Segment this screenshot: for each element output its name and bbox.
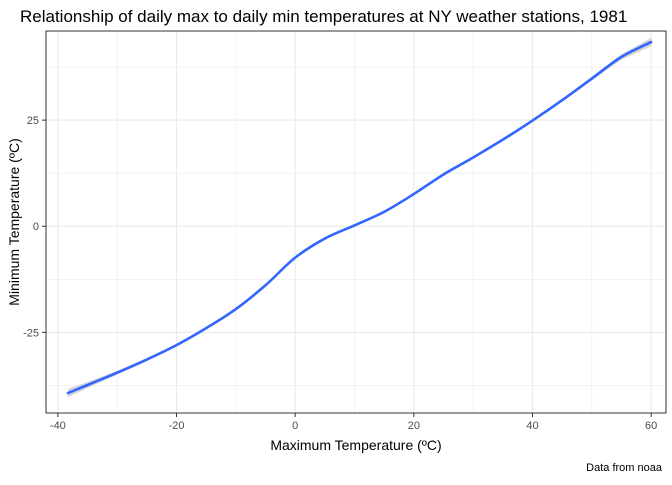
y-tick-label: 0 [33, 221, 39, 233]
x-axis-ticks: -40 -20 0 20 40 60 [50, 413, 657, 432]
x-axis-label: Maximum Temperature (ºC) [270, 437, 441, 453]
chart-title: Relationship of daily max to daily min t… [20, 7, 627, 26]
x-tick-label: 60 [645, 420, 657, 432]
x-tick-label: -40 [50, 420, 66, 432]
x-tick-label: 20 [408, 420, 420, 432]
y-tick-label: 25 [27, 115, 39, 127]
series-line-layer [66, 40, 653, 395]
x-tick-label: 0 [292, 420, 298, 432]
y-axis-ticks: -25 0 25 [23, 115, 46, 339]
series-line [66, 40, 653, 395]
x-tick-label: 40 [526, 420, 538, 432]
chart-caption: Data from noaa [586, 462, 663, 474]
grid-major [46, 31, 666, 413]
y-tick-label: -25 [23, 327, 39, 339]
x-tick-label: -20 [169, 420, 185, 432]
grid-minor [46, 31, 666, 413]
panel-border [45, 30, 667, 414]
y-axis-label: Minimum Temperature (ºC) [6, 138, 22, 305]
